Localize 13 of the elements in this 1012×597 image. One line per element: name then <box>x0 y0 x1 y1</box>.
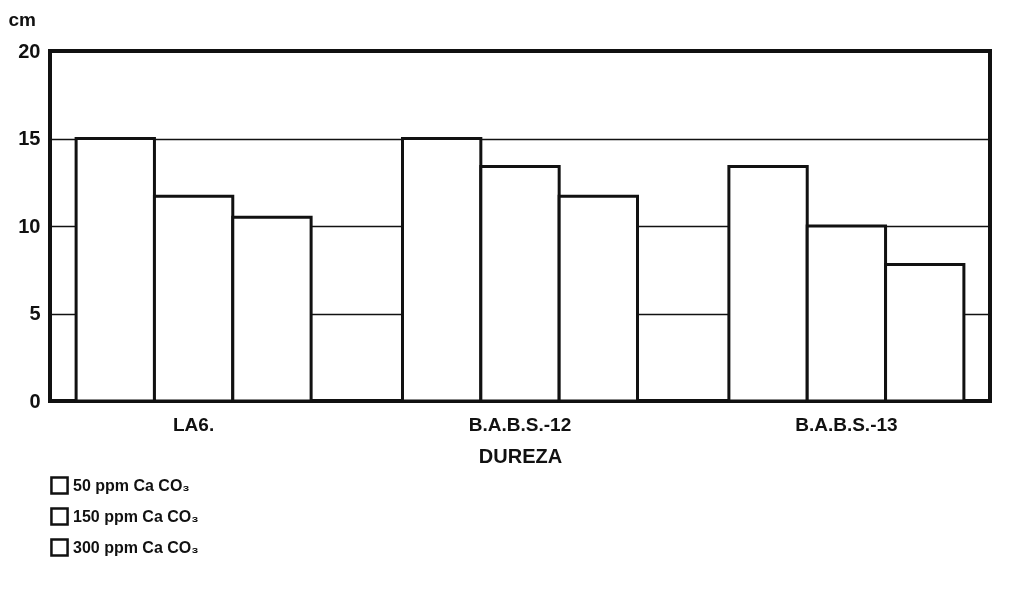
y-tick-label: 10 <box>18 214 41 237</box>
x-tick-label: LA6. <box>173 413 215 435</box>
x-tick-label: B.A.B.S.-12 <box>468 413 572 435</box>
legend-label: 150 ppm Ca CO₃ <box>73 507 199 525</box>
y-tick-label: 0 <box>29 389 41 412</box>
y-tick-label: 15 <box>18 127 41 149</box>
legend-label: 50 ppm Ca CO₃ <box>73 476 190 494</box>
legend-label: 300 ppm Ca CO₃ <box>73 538 199 556</box>
x-axis-title: DUREZA <box>478 444 563 467</box>
y-tick-label: 20 <box>18 39 41 62</box>
y-axis-title: cm <box>8 8 36 30</box>
x-tick-label: B.A.B.S.-13 <box>795 413 898 435</box>
y-tick-label: 5 <box>29 302 41 324</box>
